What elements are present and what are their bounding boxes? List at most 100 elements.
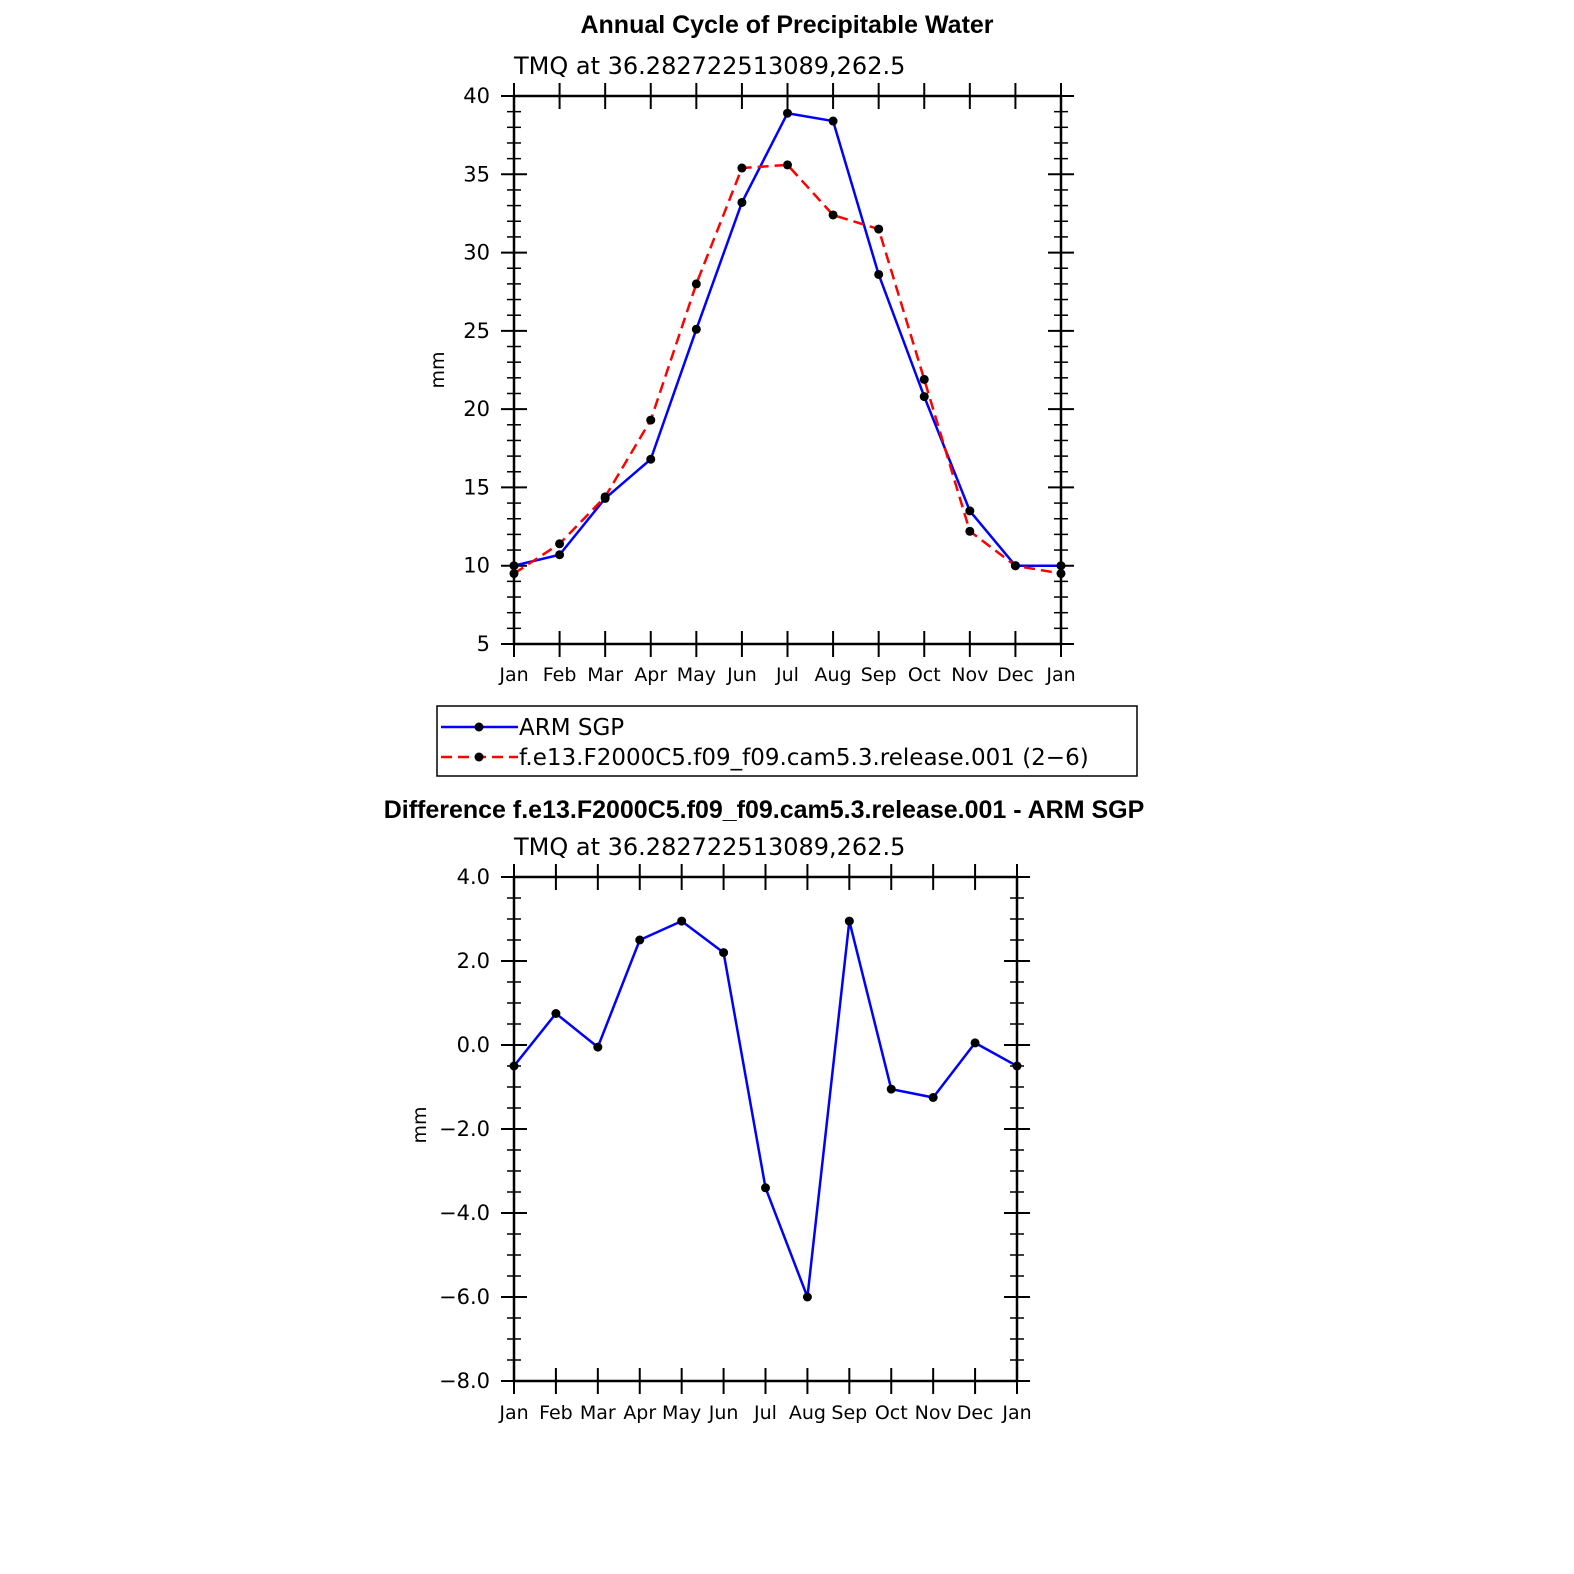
legend-marker-arm-sgp xyxy=(474,722,484,732)
data-point-series-0 xyxy=(874,269,884,279)
data-point-series-0 xyxy=(761,1183,770,1193)
x-tick-label: Apr xyxy=(623,1402,656,1424)
series-layer xyxy=(509,108,1066,579)
x-tick-label: Apr xyxy=(634,664,667,686)
data-point-series-0 xyxy=(635,935,645,945)
y-tick-label: −8.0 xyxy=(439,1369,490,1393)
y-tick-label: 40 xyxy=(463,84,490,108)
x-tick-label: Jun xyxy=(708,1402,739,1424)
y-tick-label: 15 xyxy=(463,475,490,499)
chart-title: Annual Cycle of Precipitable Water xyxy=(580,11,993,39)
y-tick-label: −2.0 xyxy=(439,1117,490,1141)
x-tick-label: Dec xyxy=(997,664,1034,686)
x-tick-label: Jul xyxy=(753,1402,777,1424)
legend-label-model: f.e13.F2000C5.f09_f09.cam5.3.release.001… xyxy=(519,745,1089,771)
x-tick-label: Jan xyxy=(1045,664,1075,686)
legend-box xyxy=(436,705,1138,777)
y-tick-label: 2.0 xyxy=(457,949,490,973)
data-point-series-1 xyxy=(691,279,701,289)
data-point-series-0 xyxy=(928,1093,938,1102)
y-tick-label: 0.0 xyxy=(457,1033,490,1057)
plot-frame xyxy=(512,875,1019,1383)
data-point-series-1 xyxy=(555,539,565,549)
data-point-series-0 xyxy=(593,1042,603,1052)
x-tick-label: Oct xyxy=(875,1402,908,1424)
legend-label-arm-sgp: ARM SGP xyxy=(519,715,624,741)
data-point-series-0 xyxy=(783,108,792,118)
data-point-series-1 xyxy=(965,526,975,536)
legend: ARM SGP f.e13.F2000C5.f09_f09.cam5.3.rel… xyxy=(436,705,1138,777)
data-point-series-1 xyxy=(1056,569,1066,579)
data-point-series-1 xyxy=(737,163,747,173)
data-point-series-0 xyxy=(919,392,929,402)
y-tick-label: 30 xyxy=(463,241,490,265)
data-point-series-0 xyxy=(677,916,687,926)
data-point-series-0 xyxy=(828,116,838,126)
y-tick-label: 10 xyxy=(463,554,490,578)
x-tick-label: May xyxy=(677,664,716,686)
annual-cycle-chart: Annual Cycle of Precipitable Water TMQ a… xyxy=(427,11,1076,686)
series-line-0 xyxy=(513,111,1061,567)
x-tick-label: May xyxy=(662,1402,701,1424)
plot-frame xyxy=(512,94,1063,646)
y-tick-label: −6.0 xyxy=(439,1285,490,1309)
axes: 5 10 15 20 25 30 35 40 Jan Feb Mar Apr May Jun Jul Aug S… xyxy=(463,83,1076,686)
chart-subtitle: TMQ at 36.282722513089,262.5 xyxy=(513,833,905,861)
chart-title: Difference f.e13.F2000C5.f09_f09.cam5.3.… xyxy=(384,796,1145,824)
data-point-series-1 xyxy=(783,160,792,170)
data-point-series-0 xyxy=(886,1084,896,1094)
x-tick-label: Sep xyxy=(831,1402,867,1424)
data-point-series-0 xyxy=(719,948,729,958)
data-point-series-0 xyxy=(1056,561,1066,571)
x-tick-label: Aug xyxy=(815,664,852,686)
data-point-series-0 xyxy=(551,1009,561,1018)
x-tick-label: Feb xyxy=(543,664,577,686)
data-point-series-0 xyxy=(646,454,656,464)
y-tick-label: 25 xyxy=(463,319,490,343)
data-point-series-1 xyxy=(828,210,838,220)
data-point-series-0 xyxy=(555,550,565,560)
x-tick-label: Dec xyxy=(957,1402,994,1424)
data-point-series-1 xyxy=(600,492,610,502)
x-tick-label: Nov xyxy=(951,664,988,686)
difference-chart: Difference f.e13.F2000C5.f09_f09.cam5.3.… xyxy=(384,796,1145,1424)
data-point-series-0 xyxy=(737,197,747,207)
data-point-series-0 xyxy=(802,1292,812,1302)
y-tick-label: 20 xyxy=(463,397,490,421)
data-point-series-1 xyxy=(1010,561,1020,571)
x-tick-label: Nov xyxy=(915,1402,952,1424)
x-tick-label: Oct xyxy=(908,664,941,686)
x-tick-label: Jan xyxy=(498,1402,528,1424)
legend-marker-model xyxy=(474,752,484,762)
y-axis-label: mm xyxy=(427,351,449,388)
data-point-series-0 xyxy=(509,1061,519,1071)
data-point-series-1 xyxy=(509,569,519,579)
y-tick-label: −4.0 xyxy=(439,1201,490,1225)
series-line-0 xyxy=(513,919,1018,1299)
x-tick-label: Mar xyxy=(587,664,623,686)
x-tick-label: Jul xyxy=(775,664,799,686)
data-point-series-1 xyxy=(646,415,656,425)
x-tick-label: Aug xyxy=(789,1402,826,1424)
y-tick-label: 35 xyxy=(463,162,490,186)
data-point-series-0 xyxy=(844,916,854,926)
x-tick-label: Jan xyxy=(1001,1402,1031,1424)
data-point-series-0 xyxy=(970,1038,980,1048)
y-axis-label: mm xyxy=(409,1106,431,1143)
data-point-series-0 xyxy=(691,324,701,334)
y-tick-label: 4.0 xyxy=(457,865,490,889)
chart-subtitle: TMQ at 36.282722513089,262.5 xyxy=(513,52,905,80)
data-point-series-1 xyxy=(919,374,929,384)
x-tick-label: Feb xyxy=(539,1402,573,1424)
x-tick-label: Mar xyxy=(580,1402,616,1424)
data-point-series-0 xyxy=(965,506,975,516)
series-layer xyxy=(509,916,1022,1302)
data-point-series-1 xyxy=(874,224,884,234)
x-tick-label: Jun xyxy=(726,664,757,686)
data-point-series-0 xyxy=(1012,1061,1022,1071)
x-tick-label: Jan xyxy=(498,664,528,686)
y-tick-label: 5 xyxy=(477,632,490,656)
data-point-series-0 xyxy=(509,561,519,571)
series-line-1 xyxy=(513,163,1062,575)
